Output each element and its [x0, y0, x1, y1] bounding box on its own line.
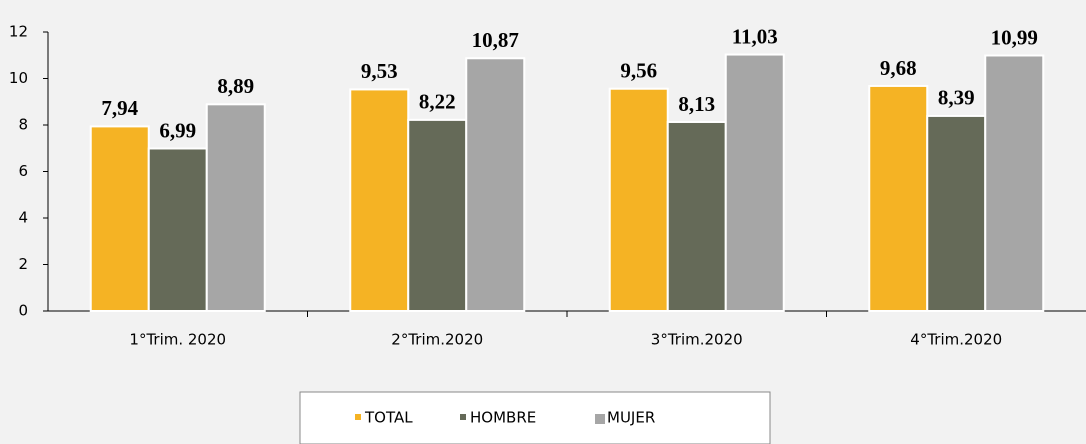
y-tick-label: 10: [9, 69, 28, 87]
bar: [608, 87, 669, 313]
y-tick-label: 6: [18, 162, 28, 180]
bar: [349, 88, 410, 312]
bar: [465, 57, 526, 312]
value-label: 10,87: [472, 28, 519, 52]
y-tick-label: 2: [18, 255, 28, 273]
bar: [205, 103, 266, 313]
x-tick-label: 2°Trim.2020: [391, 331, 483, 349]
legend-label: TOTAL: [364, 409, 413, 427]
x-tick-label: 1°Trim. 2020: [129, 331, 226, 349]
bar: [89, 125, 150, 312]
bar: [147, 147, 208, 312]
value-label: 8,22: [419, 90, 456, 114]
legend-swatch: [595, 414, 605, 424]
legend-swatch: [355, 414, 361, 420]
value-label: 9,56: [620, 59, 657, 83]
y-tick-label: 12: [9, 23, 28, 41]
y-tick-label: 4: [18, 209, 28, 227]
y-tick-label: 0: [18, 302, 28, 320]
value-label: 8,39: [938, 86, 975, 110]
bar: [984, 54, 1045, 312]
bar: [666, 120, 727, 313]
legend-label: HOMBRE: [470, 409, 536, 427]
bar: [724, 53, 785, 313]
y-tick-label: 8: [18, 116, 28, 134]
value-label: 10,99: [991, 25, 1038, 49]
x-tick-label: 3°Trim.2020: [651, 331, 743, 349]
value-label: 11,03: [732, 24, 778, 48]
legend-box: [299, 391, 771, 444]
value-label: 6,99: [159, 118, 196, 142]
bar: [926, 114, 987, 313]
value-label: 9,68: [880, 56, 917, 80]
bar: [868, 84, 929, 312]
value-label: 8,89: [217, 74, 254, 98]
x-tick-label: 4°Trim.2020: [910, 331, 1002, 349]
legend-label: MUJER: [607, 409, 655, 427]
value-label: 8,13: [678, 92, 715, 116]
bar: [407, 118, 468, 313]
value-label: 9,53: [361, 59, 398, 83]
legend-swatch: [460, 414, 466, 420]
value-label: 7,94: [101, 96, 138, 120]
